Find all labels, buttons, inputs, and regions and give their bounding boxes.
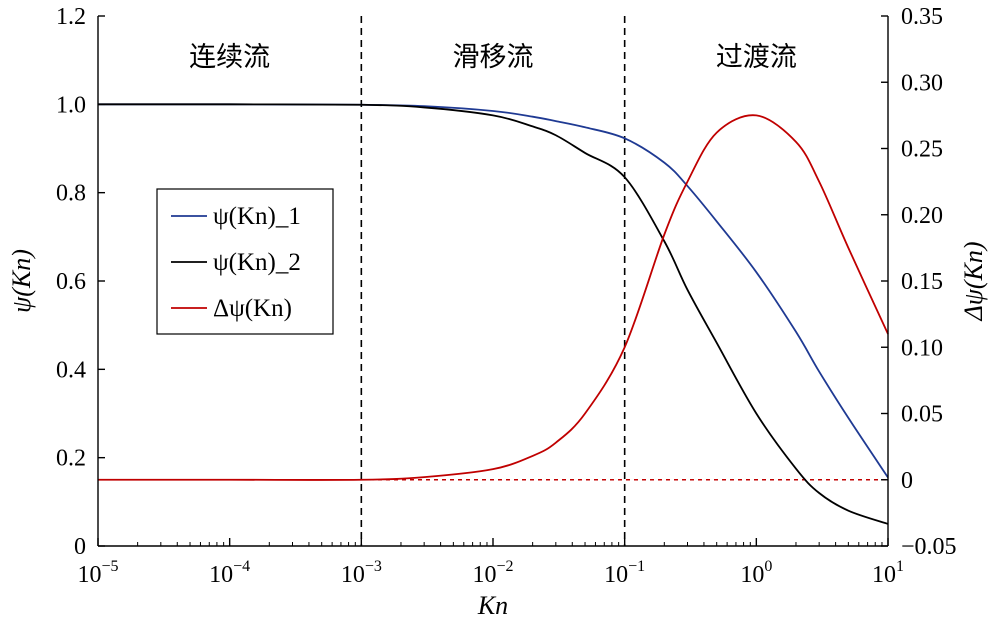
region-label-1: 滑移流 xyxy=(453,42,534,73)
legend: ψ(Kn)_1 ψ(Kn)_2 Δψ(Kn) xyxy=(156,188,334,335)
legend-label-0: ψ(Kn)_1 xyxy=(213,203,301,230)
x-tick-label-4: 10−1 xyxy=(604,558,645,588)
y-tick-label-6: 1.2 xyxy=(56,4,86,30)
region-label-0: 连续流 xyxy=(189,42,270,73)
x-tick-label-0: 10−5 xyxy=(77,558,118,588)
y2-tick-label-4: 0.15 xyxy=(901,269,943,295)
legend-label-1: ψ(Kn)_2 xyxy=(213,249,301,276)
y2-tick-label-1: 0 xyxy=(901,468,913,494)
x-axis-title: Kn xyxy=(477,591,508,620)
series-line-1 xyxy=(97,103,889,525)
y2-tick-label-6: 0.25 xyxy=(901,137,943,163)
y-tick-label-2: 0.4 xyxy=(56,357,86,383)
y2-tick-label-3: 0.10 xyxy=(901,335,943,361)
ticks: 0 0.2 0.4 0.6 0.8 1.0 1.2 −0.05 0 0.05 0.10 0.15 0.2… xyxy=(56,4,957,588)
y-tick-label-3: 0.6 xyxy=(56,269,86,295)
y2-tick-label-5: 0.20 xyxy=(901,203,943,229)
y2-tick-label-7: 0.30 xyxy=(901,70,943,96)
axis-titles: Kn ψ(Kn) Δψ(Kn) xyxy=(7,241,988,620)
x-tick-label-2: 10−3 xyxy=(341,558,382,588)
y2-tick-label-8: 0.35 xyxy=(901,4,943,30)
region-label-2: 过渡流 xyxy=(716,42,797,73)
region-labels: 连续流 滑移流 过渡流 xyxy=(189,42,797,73)
y2-tick-label-2: 0.05 xyxy=(901,402,943,428)
y-tick-label-1: 0.2 xyxy=(56,446,86,472)
x-tick-label-1: 10−4 xyxy=(209,558,250,588)
x-tick-label-6: 101 xyxy=(872,558,904,588)
y2-tick-label-0: −0.05 xyxy=(901,534,957,560)
series-line-2 xyxy=(98,114,889,481)
x-tick-label-5: 100 xyxy=(740,558,772,588)
y-tick-label-5: 1.0 xyxy=(56,92,86,118)
x-tick-label-3: 10−2 xyxy=(472,558,513,588)
legend-label-2: Δψ(Kn) xyxy=(213,295,292,322)
y2-axis-title: Δψ(Kn) xyxy=(959,241,988,321)
series-lines xyxy=(97,103,889,525)
y-axis-title: ψ(Kn) xyxy=(7,249,36,313)
y-tick-label-4: 0.8 xyxy=(56,181,86,207)
y-tick-label-0: 0 xyxy=(74,534,86,560)
